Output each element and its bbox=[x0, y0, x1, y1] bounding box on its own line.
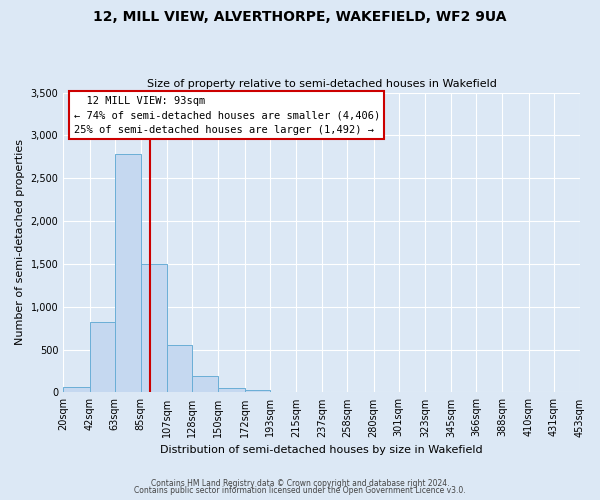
Bar bbox=[245, 390, 270, 392]
Y-axis label: Number of semi-detached properties: Number of semi-detached properties bbox=[15, 140, 25, 346]
Title: Size of property relative to semi-detached houses in Wakefield: Size of property relative to semi-detach… bbox=[147, 79, 497, 89]
Bar bbox=[89, 322, 115, 392]
Text: 12 MILL VIEW: 93sqm
← 74% of semi-detached houses are smaller (4,406)
25% of sem: 12 MILL VIEW: 93sqm ← 74% of semi-detach… bbox=[74, 96, 380, 135]
X-axis label: Distribution of semi-detached houses by size in Wakefield: Distribution of semi-detached houses by … bbox=[160, 445, 483, 455]
Bar bbox=[115, 154, 141, 392]
Text: 12, MILL VIEW, ALVERTHORPE, WAKEFIELD, WF2 9UA: 12, MILL VIEW, ALVERTHORPE, WAKEFIELD, W… bbox=[93, 10, 507, 24]
Bar bbox=[63, 388, 89, 392]
Bar bbox=[141, 264, 167, 392]
Bar bbox=[167, 346, 192, 393]
Text: Contains public sector information licensed under the Open Government Licence v3: Contains public sector information licen… bbox=[134, 486, 466, 495]
Bar bbox=[218, 388, 245, 392]
Bar bbox=[192, 376, 218, 392]
Text: Contains HM Land Registry data © Crown copyright and database right 2024.: Contains HM Land Registry data © Crown c… bbox=[151, 478, 449, 488]
